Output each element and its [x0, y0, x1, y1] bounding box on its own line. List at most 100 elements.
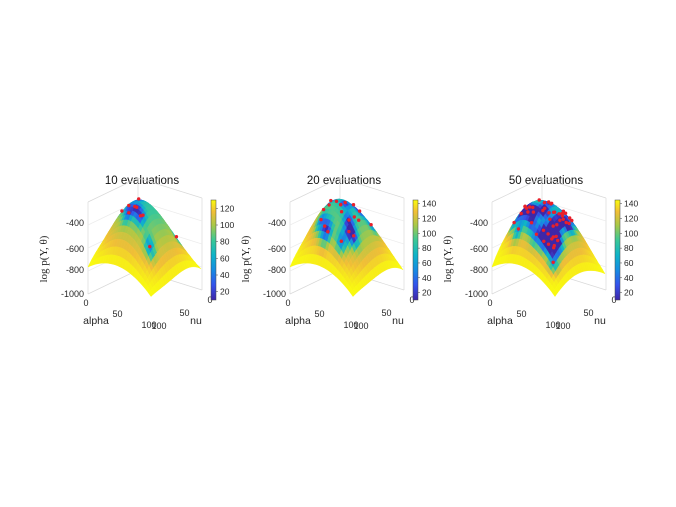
- colorbar-tick-label: 20: [422, 288, 432, 298]
- x-axis-label: alpha: [83, 315, 109, 327]
- colorbar-tick-label: 40: [422, 273, 432, 283]
- y-tick-label: 100: [555, 321, 570, 331]
- colorbar-tick-label: 120: [422, 214, 436, 224]
- evaluation-point: [127, 211, 131, 215]
- evaluation-point: [512, 220, 516, 225]
- colorbar-tick-label: 60: [220, 253, 230, 263]
- x-tick-label: 100: [141, 320, 156, 330]
- colorbar-tick-label: 100: [220, 220, 234, 230]
- evaluation-point: [133, 204, 137, 209]
- colorbar-tick-label: 100: [422, 228, 436, 238]
- evaluation-point: [546, 242, 551, 246]
- evaluation-point: [552, 210, 557, 214]
- z-tick-label: -1000: [263, 289, 286, 299]
- colorbar: [210, 199, 217, 301]
- y-tick-label: 0: [207, 295, 212, 305]
- evaluation-point: [570, 218, 574, 223]
- colorbar-tick-label: 40: [220, 270, 230, 280]
- evaluation-point: [127, 203, 131, 208]
- colorbar-tick-label: 140: [624, 199, 638, 209]
- x-axis-label: alpha: [487, 315, 513, 327]
- y-tick-label: 100: [151, 321, 166, 331]
- evaluation-point: [329, 198, 333, 203]
- evaluation-point: [531, 210, 536, 214]
- evaluation-point: [351, 203, 356, 207]
- z-tick-label: -1000: [61, 289, 84, 299]
- surface-plot-1: 10 evaluations -400 -600 -800 -1000 log p(Y, …: [38, 175, 234, 331]
- z-tick-label: -600: [268, 244, 286, 254]
- evaluation-point: [551, 224, 555, 228]
- evaluation-point: [560, 214, 565, 218]
- z-tick-label: -400: [470, 218, 488, 228]
- evaluation-point: [174, 235, 179, 239]
- evaluation-point: [352, 215, 356, 219]
- y-tick-label: 50: [179, 308, 189, 318]
- evaluation-point: [519, 211, 523, 216]
- evaluation-point: [568, 216, 572, 220]
- evaluation-point: [369, 223, 373, 227]
- evaluation-point: [567, 221, 571, 226]
- x-tick-label: 100: [545, 320, 560, 330]
- x-axis-label: alpha: [285, 315, 311, 327]
- evaluation-point: [552, 243, 556, 248]
- evaluation-point: [562, 211, 566, 215]
- evaluation-point: [537, 198, 541, 202]
- z-axis-label: log p(Y, θ): [240, 235, 252, 282]
- evaluation-point: [148, 244, 152, 249]
- z-tick-label: -400: [66, 218, 84, 228]
- z-tick-label: -600: [470, 244, 488, 254]
- evaluation-point: [561, 217, 565, 221]
- evaluation-point: [339, 203, 343, 207]
- evaluation-point: [547, 211, 551, 215]
- colorbar-tick-label: 20: [624, 288, 634, 298]
- chart-title: 10 evaluations: [105, 175, 179, 187]
- evaluation-point: [326, 230, 330, 234]
- evaluation-point: [556, 238, 560, 243]
- evaluation-point: [526, 210, 530, 214]
- evaluation-point: [541, 228, 546, 232]
- evaluation-point: [357, 209, 362, 213]
- surface-mesh: [289, 198, 404, 297]
- evaluation-points: [120, 197, 179, 249]
- evaluation-point: [327, 203, 331, 207]
- z-tick-label: -800: [470, 265, 488, 275]
- chart-panel-1: 10 evaluations -400 -600 -800 -1000 log p(Y, …: [38, 168, 248, 338]
- evaluation-point: [546, 232, 550, 236]
- colorbar-tick-label: 20: [220, 287, 230, 297]
- colorbar-tick-label: 60: [624, 258, 634, 268]
- y-axis-label: nu: [594, 315, 606, 327]
- evaluation-point: [339, 239, 343, 243]
- evaluation-point: [321, 207, 326, 212]
- colorbar-tick-label: 80: [422, 243, 432, 253]
- evaluation-point: [551, 260, 555, 264]
- evaluation-point: [357, 218, 361, 222]
- colorbar-tick-label: 120: [220, 203, 234, 213]
- chart-title: 20 evaluations: [307, 175, 381, 187]
- z-tick-label: -800: [66, 265, 84, 275]
- evaluation-point: [339, 210, 344, 214]
- chart-title: 50 evaluations: [509, 175, 583, 187]
- evaluation-point: [542, 200, 547, 205]
- colorbar-tick-label: 60: [422, 258, 432, 268]
- evaluation-point: [557, 212, 561, 216]
- evaluation-points: [319, 198, 373, 243]
- x-tick-label: 50: [112, 309, 122, 319]
- evaluation-point: [352, 234, 356, 238]
- x-tick-label: 0: [83, 298, 88, 308]
- evaluation-point: [524, 206, 529, 210]
- evaluation-point: [554, 234, 558, 239]
- z-tick-label: -400: [268, 218, 286, 228]
- evaluation-point: [319, 217, 323, 222]
- colorbar-tick-label: 80: [220, 237, 230, 247]
- y-axis-label: nu: [392, 315, 404, 327]
- colorbar-tick-label: 40: [624, 273, 634, 283]
- y-tick-label: 0: [409, 295, 414, 305]
- evaluation-point: [555, 223, 559, 227]
- colorbar: [412, 199, 419, 301]
- chart-panel-3: 50 evaluations -400 -600 -800 -1000 log p(Y, …: [442, 168, 652, 338]
- colorbar-tick-label: 80: [624, 243, 634, 253]
- z-axis-label: log p(Y, θ): [38, 235, 50, 282]
- surface-mesh: [87, 199, 202, 297]
- x-tick-label: 50: [516, 309, 526, 319]
- evaluation-point: [534, 232, 539, 236]
